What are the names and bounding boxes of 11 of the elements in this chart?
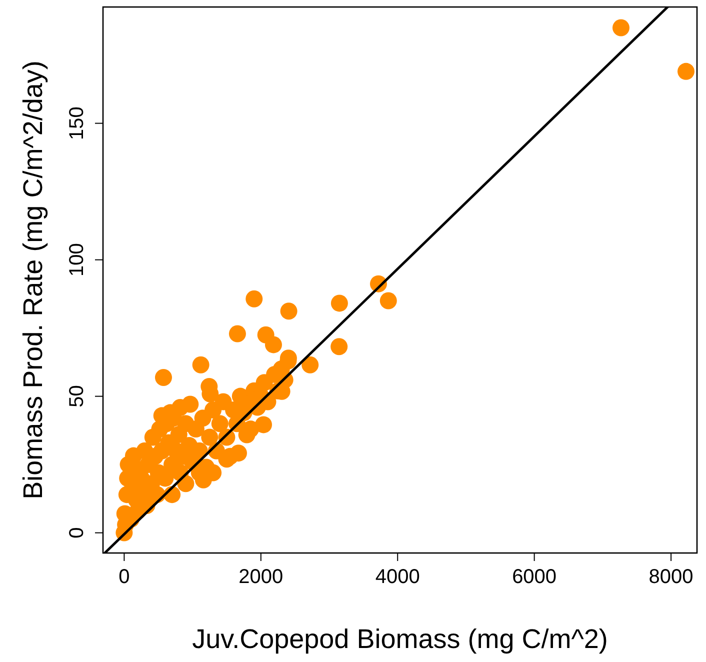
x-axis-title: Juv.Copepod Biomass (mg C/m^2) <box>192 624 608 654</box>
x-tick-label: 8000 <box>648 566 694 588</box>
y-tick-label: 50 <box>66 385 88 408</box>
x-tick-label: 0 <box>118 566 130 588</box>
y-tick-label: 100 <box>66 243 88 276</box>
y-tick-label: 150 <box>66 106 88 140</box>
x-tick-label: 4000 <box>375 566 420 588</box>
x-tick-label: 6000 <box>512 566 557 588</box>
y-axis-title: Biomass Prod. Rate (mg C/m^2/day) <box>18 60 48 500</box>
y-tick-label: 0 <box>66 527 88 538</box>
x-tick-label: 2000 <box>238 566 284 588</box>
